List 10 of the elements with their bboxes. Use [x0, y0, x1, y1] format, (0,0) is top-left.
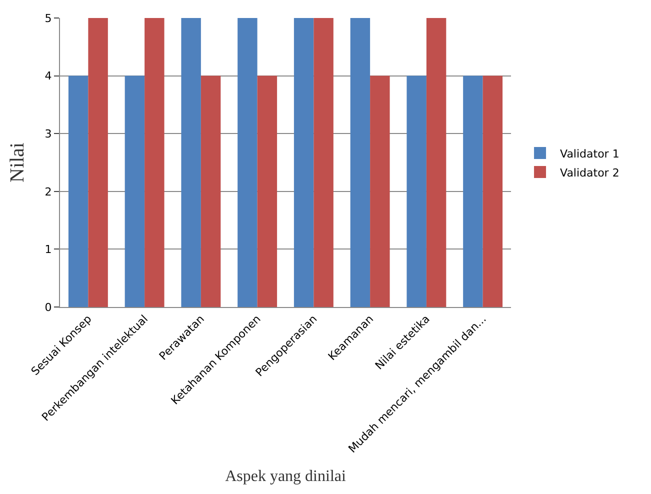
legend-label: Validator 1 — [560, 147, 620, 160]
y-tick-label: 3 — [44, 127, 52, 140]
y-tick-label: 2 — [44, 185, 52, 198]
y-tick-label: 4 — [44, 70, 52, 83]
y-tick-label: 1 — [44, 243, 52, 256]
x-axis-title: Aspek yang dinilai — [225, 468, 346, 486]
y-axis-title: Nilai — [6, 142, 28, 182]
legend-label: Validator 2 — [560, 166, 620, 180]
y-tick-label: 5 — [44, 12, 52, 25]
y-tick-label: 0 — [44, 300, 52, 314]
